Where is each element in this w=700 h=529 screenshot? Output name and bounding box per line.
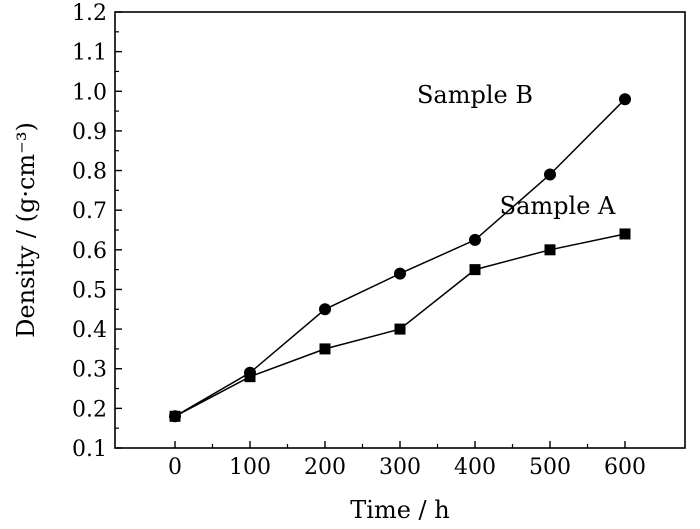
series-b-marker <box>619 93 631 106</box>
y-tick-label: 1.2 <box>72 1 107 26</box>
y-tick-label: 0.1 <box>72 437 107 462</box>
y-tick-label: 0.6 <box>72 239 107 264</box>
axis-ticks <box>115 11 626 449</box>
x-tick-label: 200 <box>304 455 346 480</box>
sample-b-line <box>174 98 626 417</box>
sample-a-label: Sample A <box>500 192 616 220</box>
series-b-marker <box>169 410 181 423</box>
y-axis-title: Density / (g·cm⁻³) <box>12 122 40 338</box>
series-a-marker <box>619 228 631 240</box>
series-b-marker <box>469 233 481 246</box>
x-tick-label: 500 <box>529 455 571 480</box>
y-tick-label: 1.1 <box>72 41 107 66</box>
y-tick-label: 0.5 <box>72 278 107 303</box>
series-b-marker <box>244 366 256 379</box>
x-tick-label: 0 <box>168 455 182 480</box>
x-axis-title: Time / h <box>350 496 449 524</box>
series-b-marker <box>544 168 556 181</box>
sample-b-label: Sample B <box>417 81 533 109</box>
y-tick-label: 0.4 <box>72 318 107 343</box>
series-lines <box>174 98 626 417</box>
series-a-marker <box>469 264 481 276</box>
y-tick-label: 0.2 <box>72 397 107 422</box>
x-tick-label: 600 <box>604 455 646 480</box>
y-tick-label: 0.3 <box>72 358 107 383</box>
x-tick-label: 300 <box>379 455 421 480</box>
series-a-marker <box>319 343 331 355</box>
series-a-marker <box>394 323 406 335</box>
y-tick-label: 0.7 <box>72 199 107 224</box>
x-tick-label: 400 <box>454 455 496 480</box>
x-tick-label: 100 <box>229 455 271 480</box>
series-annotations: Sample B Sample A <box>417 81 616 220</box>
y-tick-label: 1.0 <box>72 80 107 105</box>
y-tick-label: 0.8 <box>72 160 107 185</box>
tick-labels: 0 100 200 300 400 500 600 0.1 0.2 0.3 0.4 0.5 0.6 0.7… <box>72 1 646 480</box>
series-b-marker <box>394 267 406 280</box>
series-b-marker <box>319 303 331 316</box>
y-tick-label: 0.9 <box>72 120 107 145</box>
plot-frame <box>114 11 686 449</box>
data-markers <box>169 93 631 423</box>
series-a-marker <box>544 244 556 256</box>
